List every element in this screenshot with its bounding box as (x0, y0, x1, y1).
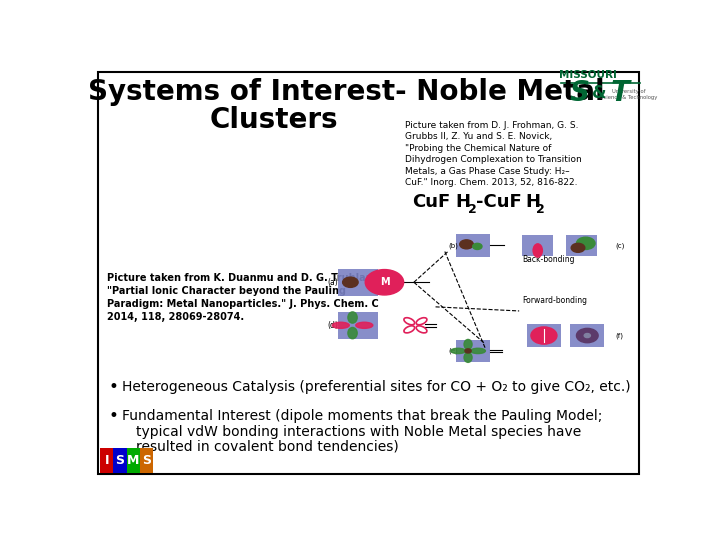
Text: MISSOURI: MISSOURI (559, 70, 617, 80)
Text: typical vdW bonding interactions with Noble Metal species have: typical vdW bonding interactions with No… (136, 424, 581, 438)
Text: Systems of Interest- Noble Metal: Systems of Interest- Noble Metal (89, 78, 605, 106)
Text: 2: 2 (468, 203, 477, 216)
Text: 2: 2 (536, 203, 545, 216)
Text: University of
Science & Technology: University of Science & Technology (600, 89, 657, 100)
Text: Heterogeneous Catalysis (preferential sites for CO + O₂ to give CO₂, etc.): Heterogeneous Catalysis (preferential si… (122, 380, 631, 394)
Text: •: • (109, 378, 118, 396)
Text: H: H (526, 193, 540, 211)
Text: Picture taken from D. J. Frohman, G. S.
Grubbs II, Z. Yu and S. E. Novick,
"Prob: Picture taken from D. J. Frohman, G. S. … (405, 121, 582, 187)
Text: Fundamental Interest (dipole moments that break the Pauling Model;: Fundamental Interest (dipole moments tha… (122, 409, 603, 423)
Text: -CuF: -CuF (476, 193, 522, 211)
Text: •: • (109, 407, 118, 425)
Text: Picture taken from K. Duanmu and D. G. Truhlar,
"Partial Ionic Character beyond : Picture taken from K. Duanmu and D. G. T… (107, 273, 379, 322)
Text: Clusters: Clusters (210, 106, 338, 134)
Text: CuF: CuF (413, 193, 451, 211)
Text: resulted in covalent bond tendencies): resulted in covalent bond tendencies) (136, 440, 398, 454)
Text: H: H (456, 193, 470, 211)
